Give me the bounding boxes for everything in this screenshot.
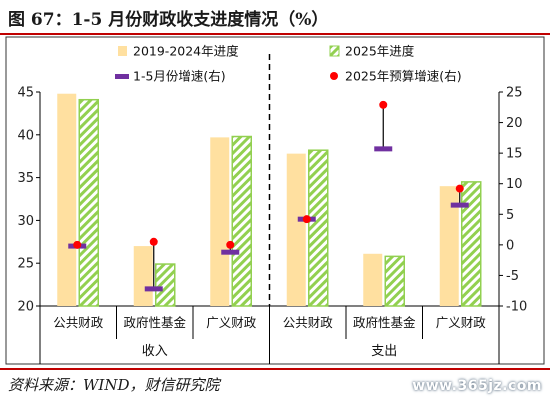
- bars-layer: [57, 93, 482, 307]
- bar-2025: [231, 135, 252, 307]
- bar-2019-2024: [210, 137, 230, 306]
- right-tick-label: 5: [506, 208, 514, 223]
- marker-growth-jan-may: [450, 202, 469, 208]
- legend-budget-growth: 2025年预算增速(右): [330, 69, 462, 84]
- page-title: 图 67：1-5 月份财政收支进度情况（%）: [8, 10, 329, 30]
- right-tick-label: 10: [506, 177, 523, 192]
- bar-2019-2024: [57, 93, 77, 306]
- bar-2025: [384, 255, 405, 307]
- legend-swatch-2025: [329, 45, 340, 57]
- bar-2025: [155, 263, 176, 307]
- left-tick-label: 35: [17, 171, 34, 186]
- right-tick-label: -10: [506, 300, 527, 315]
- category-label: 广义财政: [206, 315, 257, 330]
- legend-2019-2024: 2019-2024年进度: [118, 44, 239, 59]
- right-tick-label: 15: [506, 147, 523, 162]
- left-tick-label: 40: [17, 128, 34, 143]
- group-label: 收入: [142, 344, 168, 359]
- bottom-divider: [0, 368, 550, 370]
- bar-2025: [78, 98, 99, 307]
- bar-2025: [308, 149, 329, 307]
- marker-growth-jan-may: [221, 249, 240, 255]
- left-tick-label: 30: [17, 214, 34, 229]
- bar-2019-2024: [133, 246, 153, 306]
- legend-label: 2025年预算增速(右): [345, 69, 462, 84]
- dot-budget-growth: [73, 240, 82, 249]
- watermark-text: www.365jz.com: [412, 378, 542, 394]
- right-tick-label: 0: [506, 238, 514, 253]
- dot-budget-growth: [455, 184, 464, 193]
- left-tick-label: 25: [17, 257, 34, 272]
- legend-label: 2019-2024年进度: [133, 44, 239, 59]
- markers-layer: [68, 100, 469, 292]
- group-label: 支出: [371, 344, 397, 359]
- bar-2019-2024: [286, 153, 306, 306]
- legend-2025: 2025年进度: [329, 44, 415, 59]
- axes-layer: 20 25 30 35 40 45 -10 -5 0 5 10 15 20 25: [5, 36, 545, 365]
- top-divider: [0, 33, 550, 35]
- bar-2019-2024: [439, 186, 459, 306]
- marker-growth-jan-may: [144, 286, 163, 292]
- right-tick-label: -5: [506, 269, 519, 284]
- marker-growth-jan-may: [374, 146, 393, 152]
- legend-label: 2025年进度: [345, 44, 415, 59]
- source-note: 资料来源：WIND，财信研究院: [8, 376, 220, 394]
- legend-growth-jan-may: 1-5月份增速(右): [115, 69, 226, 84]
- legend-swatch-growth: [115, 74, 129, 79]
- bar-2019-2024: [363, 253, 383, 306]
- dot-budget-growth: [379, 100, 388, 109]
- category-label: 公共财政: [283, 315, 334, 330]
- dot-budget-growth: [226, 240, 235, 249]
- legend-label: 1-5月份增速(右): [133, 69, 226, 84]
- category-label: 公共财政: [53, 315, 104, 330]
- category-label: 政府性基金: [353, 315, 416, 330]
- right-tick-label: 25: [506, 86, 523, 101]
- category-label: 广义财政: [436, 315, 487, 330]
- bar-2025: [461, 181, 482, 307]
- legend-swatch-budget: [330, 72, 338, 80]
- fiscal-progress-chart: 20 25 30 35 40 45 -10 -5 0 5 10 15 20 25 公共财政 政府性基金 广义财…: [5, 36, 545, 365]
- legend-swatch-2019-2024: [118, 46, 127, 56]
- legend-layer: 2019-2024年进度 2025年进度 1-5月份增速(右) 2025年预算增速(右…: [115, 44, 462, 84]
- dot-budget-growth: [149, 237, 158, 246]
- left-tick-label: 20: [17, 300, 34, 315]
- right-tick-label: 20: [506, 116, 523, 131]
- dot-budget-growth: [302, 215, 311, 224]
- category-label: 政府性基金: [123, 315, 186, 330]
- chart-frame: [5, 36, 545, 365]
- left-tick-label: 45: [17, 86, 34, 101]
